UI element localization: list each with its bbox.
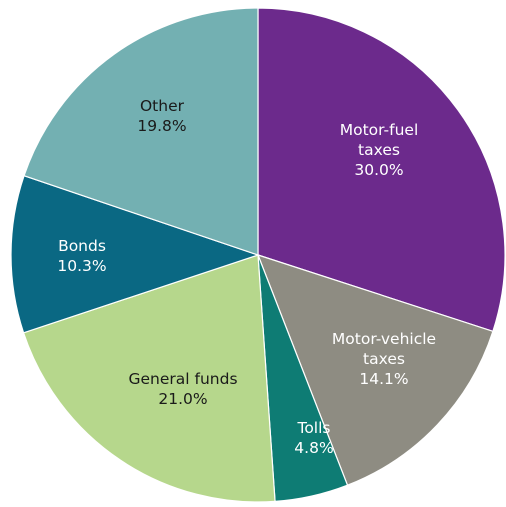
slice-label-line: Bonds (58, 237, 106, 255)
slice-value-label: 19.8% (137, 117, 186, 135)
pie-labels: Motor-fuel taxes 30.0% Motor-vehicle taxes 14… (57, 97, 436, 457)
slice-label: Motor-fuel taxes 30.0% (340, 121, 419, 179)
slice-label: Motor-vehicle taxes 14.1% (332, 330, 436, 388)
slice-value-label: 30.0% (354, 161, 403, 179)
pie-slices (10, 7, 506, 503)
pie-slice (257, 7, 506, 333)
slice-value-label: 21.0% (158, 390, 207, 408)
pie-slice (256, 254, 494, 486)
slice-value-label: 4.8% (294, 439, 333, 457)
slice-value-label: 10.3% (57, 257, 106, 275)
slice-label: Other 19.8% (137, 97, 186, 135)
slice-label: Bonds 10.3% (57, 237, 106, 275)
slice-value-label: 14.1% (359, 370, 408, 388)
slice-label-line: taxes (363, 350, 405, 368)
slice-label-line: Tolls (296, 419, 330, 437)
slice-label-line: General funds (128, 370, 237, 388)
slice-label-line: Motor-vehicle (332, 330, 436, 348)
slice-label: Tolls 4.8% (294, 419, 333, 457)
slice-label-line: Other (140, 97, 185, 115)
slice-label: General funds 21.0% (128, 370, 237, 408)
pie-slice (23, 7, 259, 256)
slice-label-line: taxes (358, 141, 400, 159)
pie-slice (10, 174, 260, 334)
pie-slice (22, 254, 276, 503)
slice-label-line: Motor-fuel (340, 121, 419, 139)
